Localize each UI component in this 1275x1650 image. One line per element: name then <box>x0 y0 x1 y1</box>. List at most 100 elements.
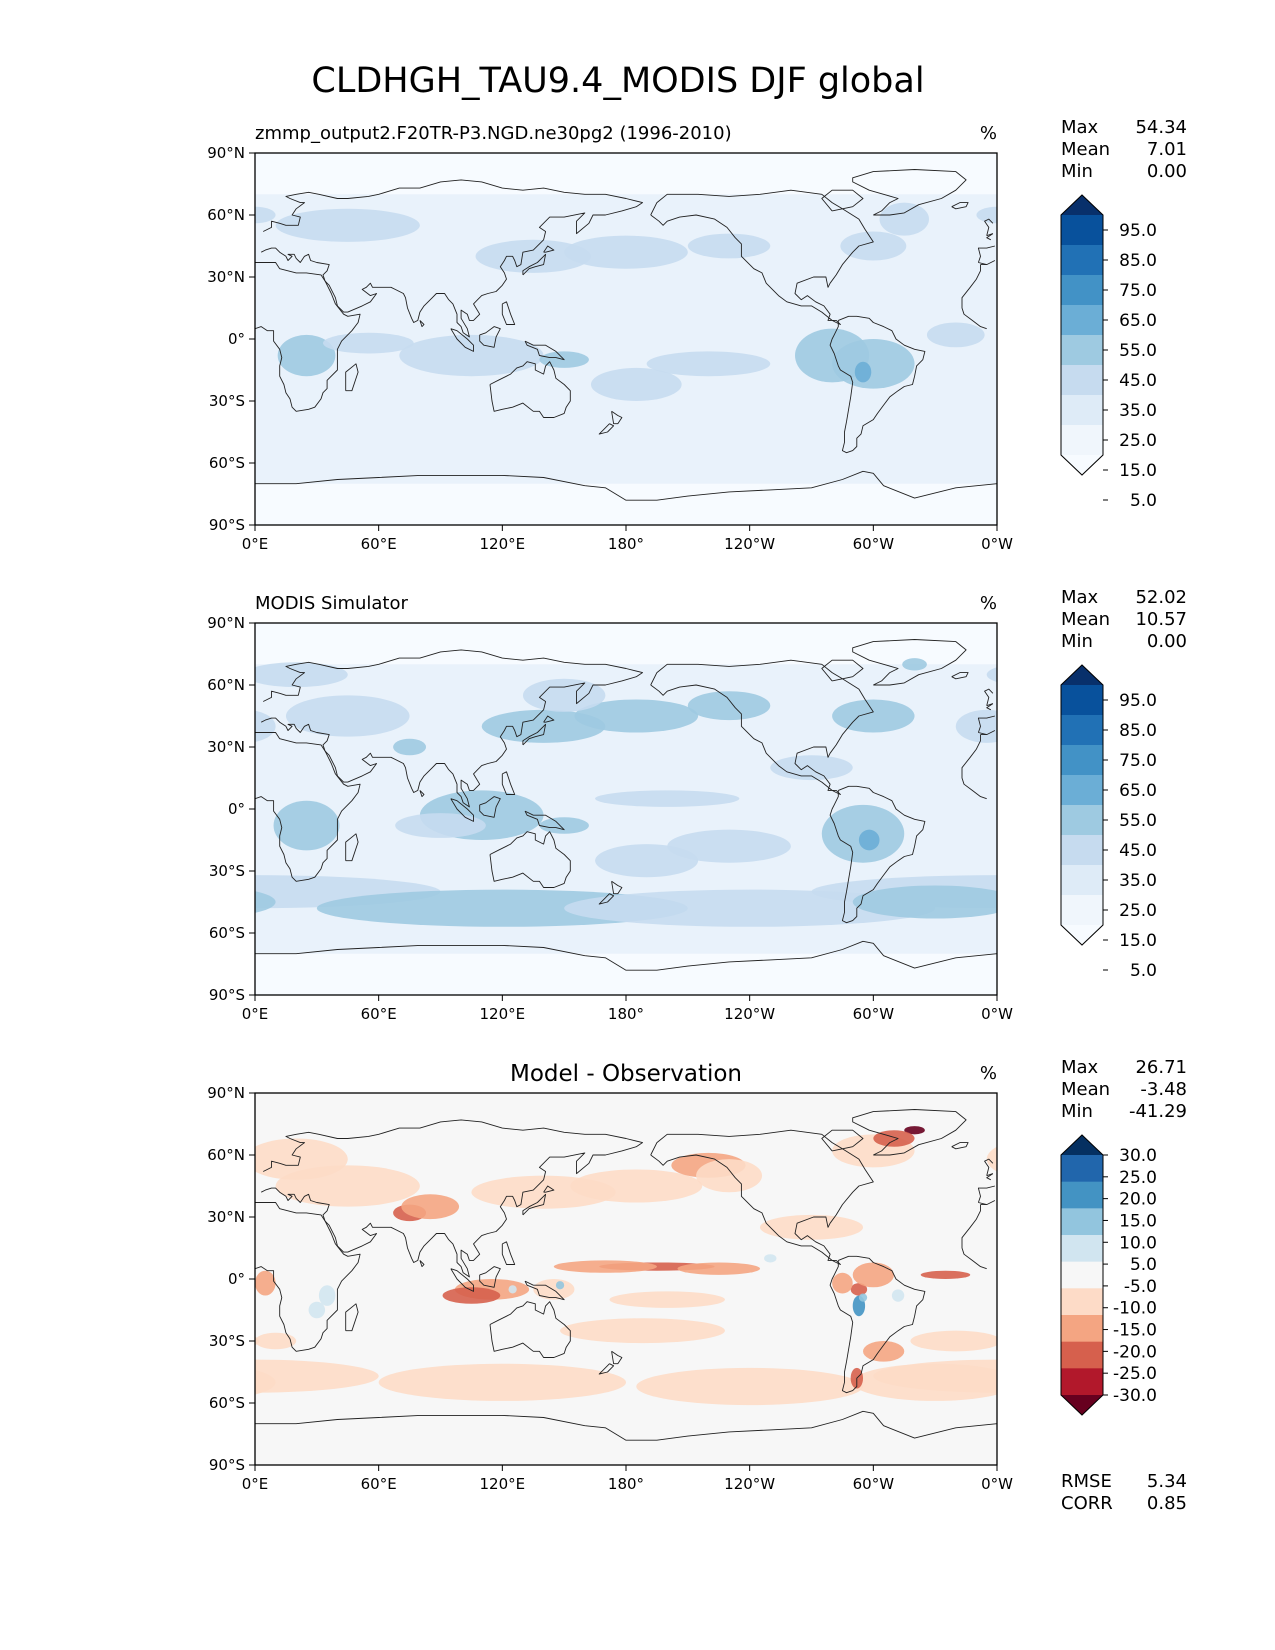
colorbar-label: 35.0 <box>1119 401 1157 421</box>
map-field <box>0 623 1275 995</box>
stat-label: Mean <box>1061 609 1110 630</box>
colorbar-cell <box>1061 365 1103 396</box>
field-patch <box>1224 710 1275 743</box>
stat-value: 0.00 <box>1147 631 1187 652</box>
coastline-australia <box>489 361 571 418</box>
field-patch <box>0 234 28 259</box>
coastline-philippines <box>501 771 516 795</box>
coastline-antarctica <box>255 470 997 525</box>
field-patch <box>840 231 907 261</box>
lon-tick-label: 0°E <box>242 1475 269 1493</box>
colorbar-outline <box>1060 194 1104 476</box>
field-patch <box>1141 335 1275 376</box>
lat-tick-label: 30°S <box>209 392 245 410</box>
colorbar-label: 35.0 <box>1119 871 1157 891</box>
colorbar: 95.0 85.0 75.0 65.0 55.0 45.0 35.0 25.0 15.0 5.0 <box>1060 194 1157 511</box>
field-patch <box>160 658 185 670</box>
field-patch <box>150 1289 162 1301</box>
lat-tick-label: 90°S <box>209 516 245 534</box>
colorbar-label: 10.0 <box>1119 1233 1157 1253</box>
field-patch <box>109 1283 125 1295</box>
field-patch <box>555 1281 565 1290</box>
colorbar-cell <box>1061 305 1103 336</box>
lon-tick-label: 120°W <box>724 1475 775 1493</box>
colorbar-cap-top <box>1061 1135 1103 1155</box>
lon-tick-label: 60°E <box>361 535 397 553</box>
field-patch <box>764 1254 777 1263</box>
coastline-americas-south <box>829 785 926 924</box>
field-patch <box>1185 1287 1243 1304</box>
field-patch <box>273 800 340 851</box>
field-patch <box>852 885 997 919</box>
field-patch <box>255 1138 348 1180</box>
field-patch <box>986 1146 997 1172</box>
panels: 90°N60°N30°N0°30°S60°S90°S0°E 60°E 120°E 18… <box>0 117 1275 1514</box>
colorbar-label: 45.0 <box>1119 841 1157 861</box>
lat-tick-label: 30°S <box>209 862 245 880</box>
field-patch <box>90 1134 172 1167</box>
coastline-greenland <box>852 639 967 686</box>
colorbar-label: 5.0 <box>1130 491 1157 511</box>
coastline-new-guinea <box>524 1280 565 1301</box>
field-patch <box>255 662 348 688</box>
colorbar-outline <box>1060 664 1104 946</box>
colorbar-label: 25.0 <box>1119 1168 1157 1188</box>
coastline-sumatra <box>450 798 474 822</box>
colorbar-label: 85.0 <box>1119 721 1157 741</box>
colorbar-cap-top <box>1061 195 1103 215</box>
field-patch <box>564 889 936 927</box>
field-patch <box>323 332 414 354</box>
colorbar-cap-bottom <box>1061 925 1103 945</box>
field-patch <box>395 813 486 838</box>
field-patch <box>442 1287 501 1304</box>
stat-value: -41.29 <box>1129 1101 1187 1122</box>
field-patch <box>308 1301 326 1319</box>
field-patch <box>522 678 606 712</box>
stat-label: Max <box>1061 1057 1099 1078</box>
coastline-americas-north <box>650 659 874 795</box>
field-patch <box>677 1262 760 1275</box>
lon-tick-label: 60°W <box>853 1475 895 1493</box>
coastline-new-zealand-n <box>611 1350 623 1365</box>
lat-tick-label: 90°S <box>209 986 245 1004</box>
field-patch <box>399 334 544 377</box>
map-panel-2: 90°N 60°N 30°N 0° 30°S 60°S 90°S0°E 60°E 120°E 18… <box>0 587 1275 1023</box>
panel-units: % <box>980 123 997 144</box>
field-patch <box>852 1262 894 1288</box>
coastline-americas-south <box>829 1255 926 1394</box>
coastline-sri-lanka <box>419 320 425 328</box>
field-patch <box>162 1126 183 1134</box>
field-patch <box>609 1291 725 1308</box>
field-patch <box>0 1262 18 1274</box>
field-patch <box>902 658 927 671</box>
field-patch <box>832 1272 853 1294</box>
field-patch <box>1265 679 1275 712</box>
stat-value: -3.48 <box>1140 1079 1187 1100</box>
colorbar-cell <box>1061 1208 1103 1236</box>
colorbar-label: 55.0 <box>1119 341 1157 361</box>
lat-tick-label: 0° <box>228 330 245 348</box>
stat-value: 10.57 <box>1135 609 1187 630</box>
lat-tick-label: 30°N <box>207 1208 245 1226</box>
field-patch <box>850 1283 868 1296</box>
map-field <box>0 153 1275 525</box>
coastline-iceland <box>951 202 969 210</box>
lat-tick-label: 90°N <box>207 1084 245 1102</box>
colorbar-label: 45.0 <box>1119 371 1157 391</box>
field-patch <box>687 691 771 721</box>
field-patch <box>255 1270 276 1296</box>
coastline-britain <box>984 1158 994 1177</box>
colorbar-cell <box>1061 275 1103 306</box>
lat-tick-label: 30°S <box>209 1332 245 1350</box>
field-patch <box>0 830 49 863</box>
field-patch <box>852 1363 997 1401</box>
field-patch <box>111 1262 152 1287</box>
coastline-new-zealand-n <box>611 410 623 425</box>
colorbar-label: 15.0 <box>1119 1211 1157 1231</box>
field-patch <box>1218 240 1275 273</box>
field-patch <box>891 1289 905 1302</box>
colorbar-label: 25.0 <box>1119 901 1157 921</box>
field-patch <box>687 233 771 259</box>
stat-label: Max <box>1061 587 1099 608</box>
